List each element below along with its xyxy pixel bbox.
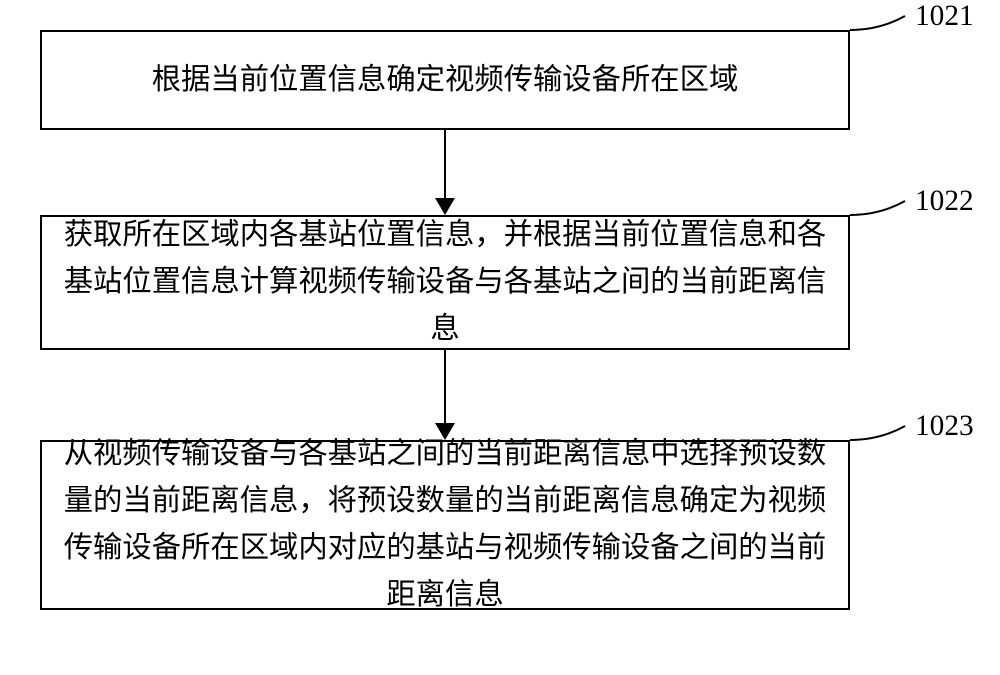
label-1021: 1021 xyxy=(915,0,974,33)
label-connector-3 xyxy=(850,424,910,444)
step-box-2: 获取所在区域内各基站位置信息，并根据当前位置信息和各基站位置信息计算视频传输设备… xyxy=(40,215,850,350)
label-connector-2 xyxy=(850,199,910,219)
label-connector-1 xyxy=(850,14,910,34)
flowchart-container: 根据当前位置信息确定视频传输设备所在区域 获取所在区域内各基站位置信息，并根据当… xyxy=(0,0,1000,675)
arrow-2-line xyxy=(444,350,446,424)
step-text-2: 获取所在区域内各基站位置信息，并根据当前位置信息和各基站位置信息计算视频传输设备… xyxy=(58,212,832,353)
step-text-3: 从视频传输设备与各基站之间的当前距离信息中选择预设数量的当前距离信息，将预设数量… xyxy=(58,431,832,619)
arrow-1-line xyxy=(444,130,446,200)
label-1023: 1023 xyxy=(915,410,974,443)
step-box-1: 根据当前位置信息确定视频传输设备所在区域 xyxy=(40,30,850,130)
label-1022: 1022 xyxy=(915,185,974,218)
step-box-3: 从视频传输设备与各基站之间的当前距离信息中选择预设数量的当前距离信息，将预设数量… xyxy=(40,440,850,610)
step-text-1: 根据当前位置信息确定视频传输设备所在区域 xyxy=(152,57,739,104)
